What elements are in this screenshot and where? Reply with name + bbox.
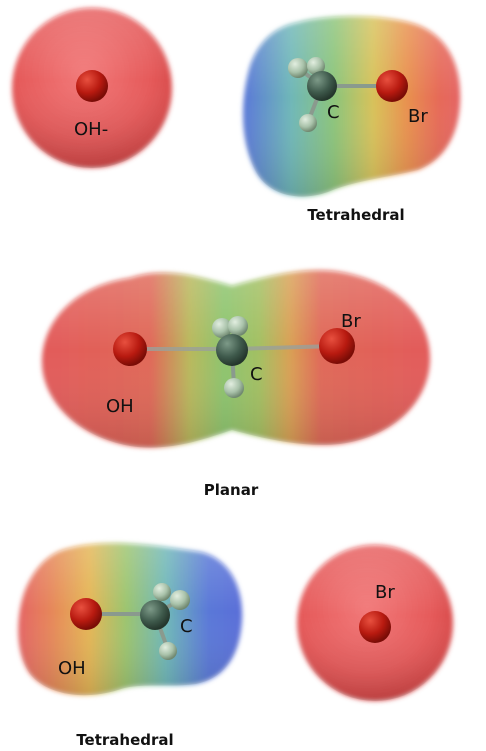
pr-carbon-label: C: [180, 616, 193, 637]
stage-reactants: OH- C Br Tetrahedral: [12, 8, 461, 224]
methanol-molecule: OH C: [18, 543, 243, 696]
transition-geometry-caption: Planar: [204, 481, 259, 499]
pr-hydroxyl-label: OH: [58, 658, 86, 679]
ts-hydrogen-atom-2: [228, 316, 248, 336]
carbon-label: C: [327, 102, 340, 123]
carbon-atom: [307, 71, 337, 101]
product-geometry-caption: Tetrahedral: [76, 731, 173, 749]
bromine-label: Br: [408, 106, 428, 127]
oxygen-atom: [76, 70, 108, 102]
pr-carbon-atom: [140, 600, 170, 630]
ts-bromine-label: Br: [341, 311, 361, 332]
pr-oxygen-atom: [70, 598, 102, 630]
ts-hydrogen-atom-1: [212, 318, 232, 338]
bromomethane-molecule: C Br: [243, 16, 461, 197]
ts-carbon-atom: [216, 334, 248, 366]
pr-hydrogen-atom-3: [159, 642, 177, 660]
pr-hydrogen-atom-1: [153, 583, 171, 601]
bromide-label: Br: [375, 582, 395, 603]
hydroxide-label: OH-: [74, 119, 108, 140]
c-br-partial-bond: [231, 344, 337, 351]
ts-carbon-label: C: [250, 364, 263, 385]
ts-hydrogen-atom-3: [224, 378, 244, 398]
stage-products: OH C Tetrahedral Br: [18, 543, 453, 749]
hydroxide-ion: OH-: [12, 8, 172, 168]
bromide-ion: Br: [297, 545, 453, 701]
bromide-atom: [359, 611, 391, 643]
ts-oxygen-atom: [113, 332, 147, 366]
substrate-geometry-caption: Tetrahedral: [307, 206, 404, 224]
ts-bromine-atom: [319, 328, 355, 364]
bromine-atom: [376, 70, 408, 102]
pr-hydrogen-atom-2: [170, 590, 190, 610]
ts-hydroxyl-label: OH: [106, 396, 134, 417]
stage-transition-state: OH C Br Planar: [42, 270, 430, 499]
methanol-shading: [18, 543, 243, 696]
hydrogen-atom-2: [307, 57, 325, 75]
hydrogen-atom-3: [299, 114, 317, 132]
hydrogen-atom-1: [288, 58, 308, 78]
